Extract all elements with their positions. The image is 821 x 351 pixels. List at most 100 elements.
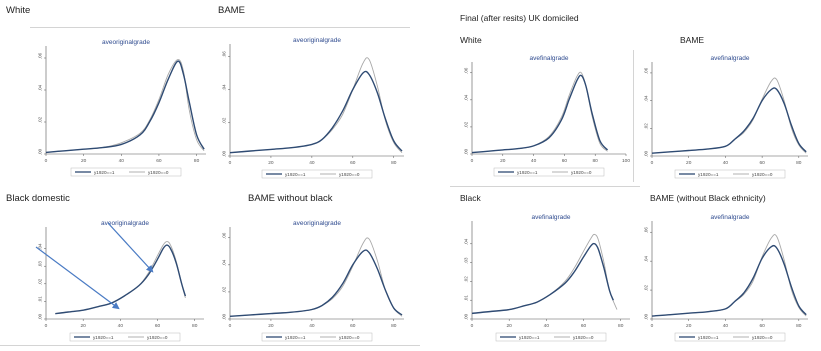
y-tick-label: .06 [38, 52, 43, 59]
x-tick-label: 80 [796, 160, 802, 166]
y-tick-label: .04 [464, 94, 469, 101]
legend-label: y1920==0 [148, 170, 169, 175]
x-tick-label: 0 [471, 323, 474, 329]
series-line-y1920-1 [651, 244, 807, 317]
y-tick-label: .00 [38, 313, 43, 320]
panel-heading-black-domestic: Black domestic [6, 193, 70, 204]
chart-bame-without-black: aveoriginalgrade .00 .02 .04 .06 0 20 40 60 80 y19… [222, 220, 404, 342]
legend-label: y1920==1 [517, 170, 538, 175]
x-tick-label: 40 [309, 160, 315, 166]
series-line-y1920-0 [229, 237, 403, 317]
x-tick-label: 0 [651, 160, 654, 166]
x-tick-label: 40 [118, 323, 124, 329]
x-tick-label: 20 [686, 323, 692, 329]
chart-white-final: avefinalgrade .00 .02 .04 .06 0 20 40 60 80 100 y19… [464, 55, 630, 177]
y-tick-label: .02 [222, 117, 227, 124]
x-tick-label: 80 [618, 323, 624, 329]
y-tick-label: .04 [38, 243, 43, 250]
y-tick-label: .04 [464, 238, 469, 245]
y-tick-label: .06 [644, 227, 649, 234]
legend-box [674, 332, 786, 342]
y-tick-label: .06 [464, 67, 469, 74]
x-tick-label: 80 [391, 160, 397, 166]
x-tick-label: 20 [686, 160, 692, 166]
series-line-y1920-0 [45, 59, 205, 153]
bottom-separator-left [0, 345, 420, 346]
legend-label: y1920==0 [339, 335, 360, 340]
plot-title: avefinalgrade [710, 55, 749, 62]
mid-separator-right [450, 186, 640, 187]
legend-label: y1920==0 [571, 170, 592, 175]
x-tick-label: 80 [192, 323, 198, 329]
x-tick-label: 20 [268, 160, 274, 166]
y-tick-label: .00 [222, 313, 227, 320]
legend-label: y1920==0 [752, 335, 773, 340]
series-line-y1920-0 [229, 57, 403, 154]
x-tick-label: 60 [759, 160, 765, 166]
plot-title: aveoriginalgrade [101, 220, 149, 227]
x-tick-label: 40 [723, 160, 729, 166]
plot-title: aveoriginalgrade [102, 39, 150, 46]
x-tick-label: 0 [45, 323, 48, 329]
x-tick-label: 20 [500, 158, 506, 164]
right-panel-divider [633, 50, 634, 182]
chart-bame-without-black-final: avefinalgrade .00 .02 .04 .06 0 20 40 60 80 y1920=… [644, 214, 808, 342]
plot-title: aveoriginalgrade [293, 37, 341, 44]
x-tick-label: 60 [156, 158, 162, 164]
y-tick-label: .04 [38, 84, 43, 91]
legend-label: y1920==1 [519, 335, 540, 340]
x-tick-label: 60 [581, 323, 587, 329]
legend-label: y1920==0 [147, 335, 168, 340]
y-tick-label: .02 [38, 116, 43, 123]
y-tick-label: .04 [222, 259, 227, 266]
panel-heading-bame-without-black-final: BAME (without Black ethnicity) [650, 193, 766, 203]
y-tick-label: .03 [38, 261, 43, 268]
x-tick-label: 60 [155, 323, 161, 329]
panel-heading-bame-final: BAME [680, 35, 705, 45]
legend-label: y1920==0 [573, 335, 594, 340]
y-tick-label: .00 [464, 313, 469, 320]
x-tick-label: 0 [471, 158, 474, 164]
legend-label: y1920==1 [698, 172, 719, 177]
x-tick-label: 20 [268, 323, 274, 329]
y-tick-label: .06 [222, 51, 227, 58]
y-tick-label: .02 [38, 278, 43, 285]
legend-box [69, 332, 181, 342]
x-tick-label: 40 [119, 158, 125, 164]
y-tick-label: .00 [644, 313, 649, 320]
series-line-y1920-0 [651, 77, 807, 154]
x-tick-label: 0 [45, 158, 48, 164]
series-line-y1920-0 [651, 234, 807, 317]
x-tick-label: 80 [194, 158, 200, 164]
y-tick-label: .00 [222, 150, 227, 157]
legend-box [70, 167, 182, 177]
x-tick-label: 100 [622, 158, 630, 164]
y-tick-label: .04 [644, 95, 649, 102]
panel-heading-bame-without-black: BAME without black [248, 193, 333, 204]
legend-label: y1920==1 [285, 172, 306, 177]
y-tick-label: .04 [222, 84, 227, 91]
y-tick-label: .06 [644, 67, 649, 74]
legend-label: y1920==0 [752, 172, 773, 177]
y-tick-label: .02 [222, 286, 227, 293]
plot-title: avefinalgrade [710, 214, 749, 221]
panel-heading-white-original: White [6, 5, 31, 16]
y-tick-label: .03 [464, 257, 469, 264]
y-tick-label: .02 [644, 123, 649, 130]
x-tick-label: 60 [759, 323, 765, 329]
y-tick-label: .02 [644, 284, 649, 291]
x-tick-label: 60 [350, 323, 356, 329]
x-tick-label: 40 [531, 158, 537, 164]
series-line-y1920-0 [471, 233, 618, 314]
top-separator [30, 27, 410, 28]
annotation-arrow [107, 222, 154, 273]
y-tick-label: .01 [38, 296, 43, 303]
y-tick-label: .01 [464, 295, 469, 302]
x-tick-label: 40 [723, 323, 729, 329]
series-line-y1920-1 [471, 242, 614, 315]
legend-box [674, 169, 786, 179]
y-tick-label: .00 [464, 148, 469, 155]
x-tick-label: 60 [350, 160, 356, 166]
panel-heading-white-final: White [460, 35, 482, 45]
legend-label: y1920==1 [285, 335, 306, 340]
